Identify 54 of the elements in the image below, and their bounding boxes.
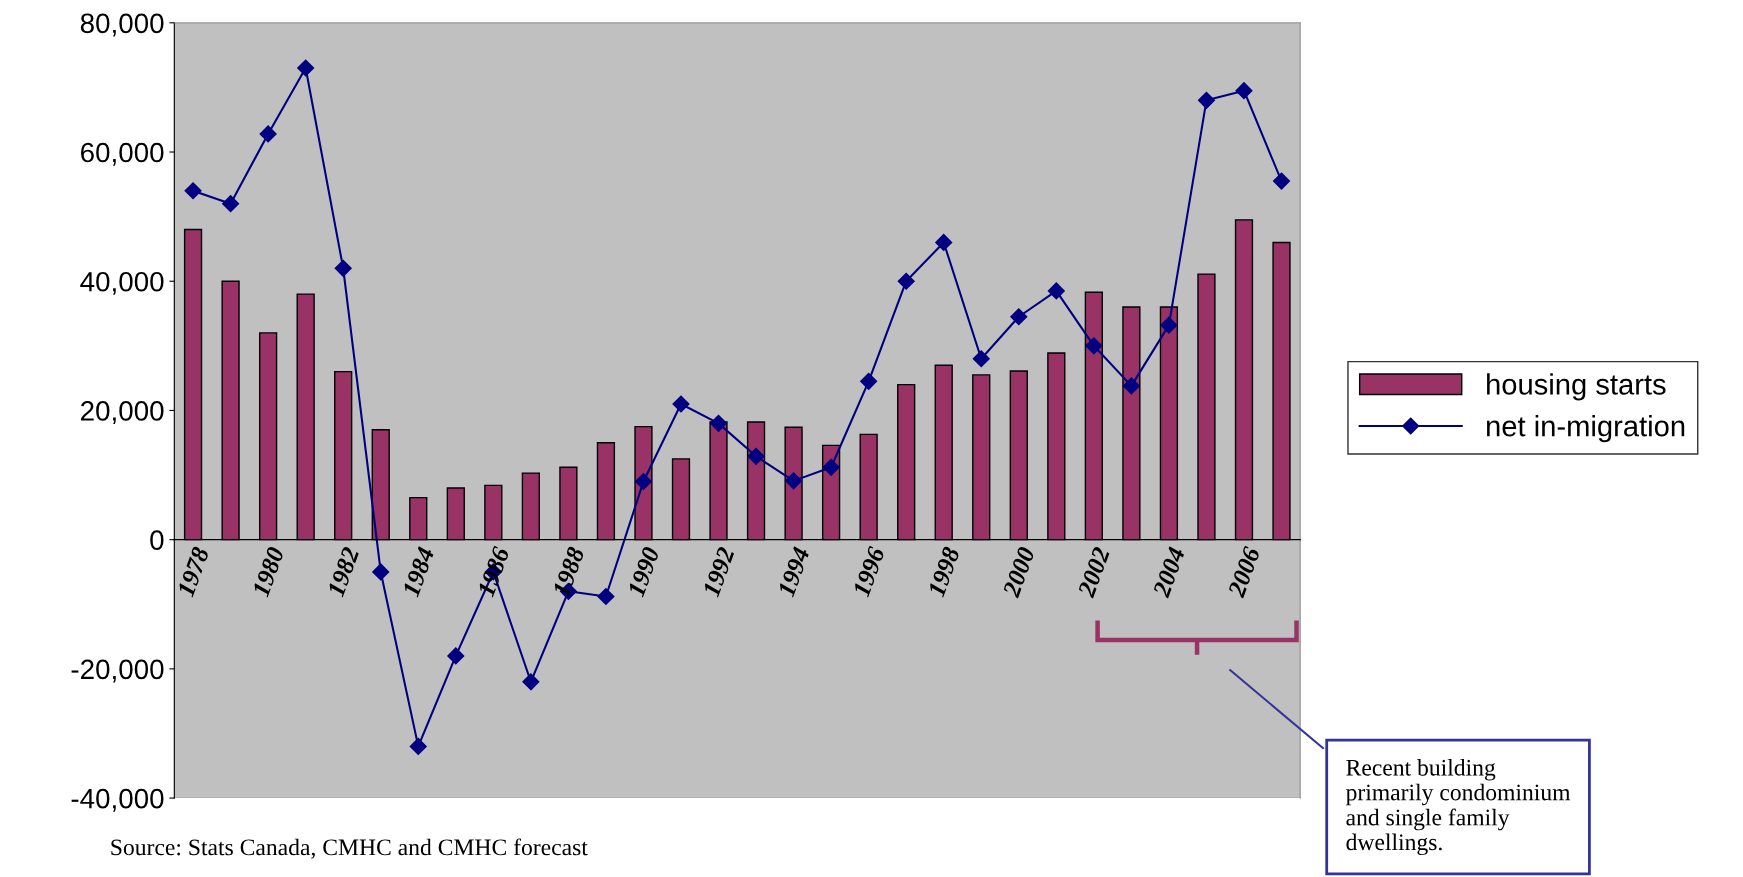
point	[409, 737, 427, 755]
point	[672, 395, 690, 413]
y-tick-label: 40,000	[80, 271, 164, 295]
x-tick-label: 2006	[1227, 545, 1261, 599]
x-tick-label: 1994	[777, 546, 810, 598]
y-tick-label: 0	[150, 530, 164, 550]
point	[785, 472, 803, 490]
x-tick-label: 2000	[1002, 545, 1036, 599]
point	[297, 59, 315, 77]
point	[522, 673, 540, 691]
point	[1122, 377, 1140, 395]
x-tick-label: 2002	[1077, 545, 1111, 599]
point	[184, 182, 202, 200]
source-note: Source: Stats Canada, CMHC and CMHC forecast	[111, 838, 588, 859]
point	[447, 647, 465, 665]
x-tick-label: 1988	[552, 545, 585, 598]
x-tick-label: 1986	[477, 545, 510, 598]
point	[372, 563, 390, 581]
x-tick-label: 1992	[702, 546, 735, 598]
text: Recent building primarily condominium and single family dwellings.	[1345, 759, 1571, 856]
point	[897, 272, 915, 290]
point	[1010, 308, 1028, 326]
y-tick-label: 80,000	[80, 13, 164, 37]
x-tick-label: 2004	[1152, 546, 1186, 599]
point	[935, 233, 953, 252]
legend-label: net in-migration	[1487, 415, 1685, 443]
point	[709, 414, 728, 432]
point	[860, 372, 878, 390]
y-tick-label: -40,000	[71, 788, 164, 812]
x-tick-label: 1998	[927, 545, 961, 598]
point	[222, 195, 240, 213]
point	[1235, 82, 1253, 100]
point	[597, 587, 615, 606]
point	[1272, 172, 1291, 190]
point	[822, 458, 840, 476]
point	[1047, 282, 1065, 300]
legend-label: housing starts	[1487, 373, 1666, 401]
x-tick-label: 1984	[402, 546, 435, 598]
x-tick-label: 1982	[326, 545, 360, 598]
point	[634, 472, 653, 491]
x-tick-label: 1978	[176, 545, 210, 598]
point	[1085, 337, 1103, 355]
point	[1160, 316, 1178, 334]
x-tick-label: 1980	[251, 545, 285, 598]
x-tick-label: 1996	[852, 545, 886, 598]
x-tick-label: 1990	[627, 545, 660, 598]
point	[334, 259, 352, 277]
y-tick-label: -20,000	[71, 659, 164, 683]
point	[747, 447, 765, 465]
point	[1197, 91, 1215, 109]
y-tick-label: 60,000	[81, 142, 164, 166]
point	[972, 350, 990, 368]
y-tick-label: 20,000	[81, 401, 164, 425]
point	[259, 125, 277, 143]
